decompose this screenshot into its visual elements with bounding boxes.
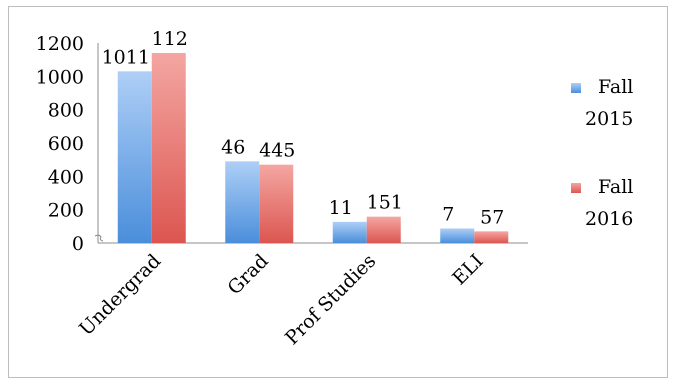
- data-label: 445: [259, 140, 295, 162]
- y-tick-label: 1000: [36, 66, 84, 88]
- y-tick-label: 0: [72, 233, 84, 255]
- legend-swatch-fall-2016: [571, 183, 581, 193]
- legend-swatch-fall-2015: [571, 83, 581, 93]
- axis-break-mark: [94, 234, 104, 242]
- x-category-label: Grad: [223, 250, 272, 299]
- data-label: 151: [367, 192, 403, 214]
- data-label: 7: [442, 204, 454, 226]
- x-category-label: Prof Studies: [281, 250, 380, 349]
- chart-frame: [8, 6, 668, 378]
- bar-fall-2016: [366, 216, 401, 243]
- bar-fall-2016: [474, 231, 509, 243]
- bar-fall-2015: [332, 221, 367, 243]
- data-label: 11: [329, 197, 353, 219]
- data-label: 112: [152, 28, 188, 50]
- bar-fall-2016: [259, 164, 294, 243]
- legend-label-fall-2015: Fall 2015: [585, 76, 633, 130]
- y-tick-label: 600: [48, 133, 84, 155]
- bar-fall-2015: [117, 71, 152, 243]
- y-tick-label: 400: [48, 166, 84, 188]
- bars: [117, 53, 509, 243]
- data-label: 1011: [102, 46, 150, 68]
- data-label: 46: [221, 136, 245, 158]
- x-category-label: ELI: [448, 250, 488, 290]
- data-label: 57: [480, 206, 504, 228]
- bar-fall-2015: [440, 228, 475, 243]
- legend-label-fall-2016: Fall 2016: [585, 176, 633, 230]
- legend: Fall 2015 Fall 2016: [571, 76, 633, 230]
- y-tick-label: 800: [48, 100, 84, 122]
- bar-fall-2015: [225, 161, 260, 243]
- x-category-label: Undergrad: [75, 250, 165, 340]
- bar-fall-2016: [151, 53, 186, 243]
- y-tick-label: 200: [48, 200, 84, 222]
- y-tick-label: 1200: [36, 33, 84, 55]
